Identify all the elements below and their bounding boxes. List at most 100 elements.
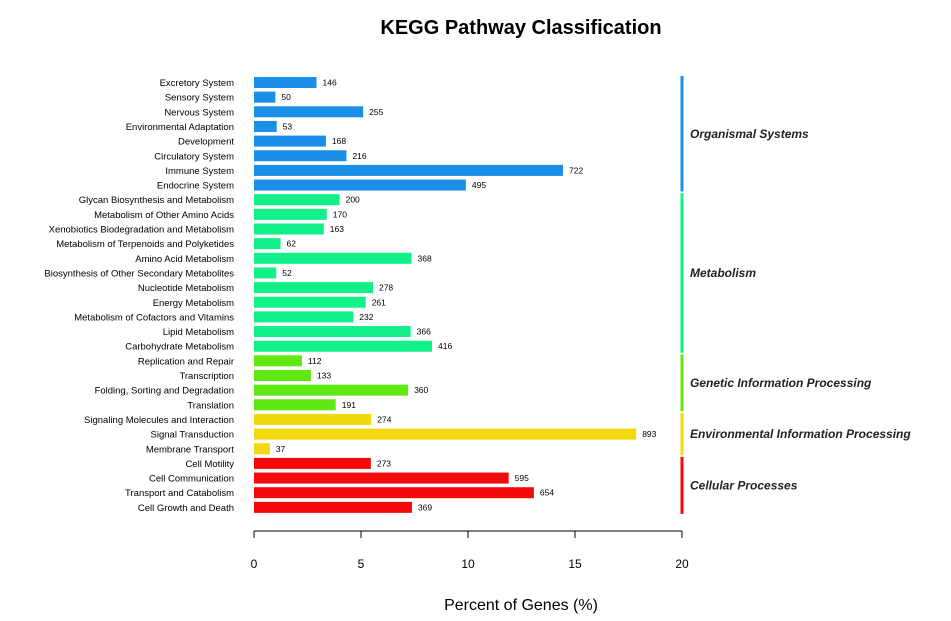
- bar: [254, 164, 564, 176]
- bar: [254, 340, 433, 352]
- bar: [254, 399, 336, 411]
- bar: [254, 457, 371, 469]
- data-label: 273: [377, 458, 391, 468]
- bar: [254, 487, 534, 499]
- bar: [254, 413, 372, 425]
- x-tick-label: 5: [358, 557, 365, 571]
- category-label: Carbohydrate Metabolism: [125, 342, 234, 353]
- data-label: 133: [317, 371, 331, 381]
- data-label: 416: [438, 341, 452, 351]
- bars-layer: [254, 77, 637, 513]
- data-label: 112: [308, 356, 322, 366]
- bar: [254, 282, 373, 294]
- data-label: 53: [283, 121, 293, 131]
- category-label: Metabolism of Cofactors and Vitamins: [74, 312, 234, 323]
- data-label: 595: [515, 473, 529, 483]
- data-label: 191: [342, 400, 356, 410]
- bar: [254, 208, 327, 220]
- category-label: Signal Transduction: [151, 430, 234, 441]
- category-label: Glycan Biosynthesis and Metabolism: [79, 195, 234, 206]
- category-label: Cell Growth and Death: [138, 503, 234, 514]
- category-label: Nucleotide Metabolism: [138, 283, 234, 294]
- bar: [254, 355, 302, 367]
- x-tick-label: 15: [568, 557, 582, 571]
- data-label: 146: [322, 78, 336, 88]
- bar: [254, 296, 366, 308]
- category-label: Metabolism of Terpenoids and Polyketides: [56, 239, 234, 250]
- category-label: Excretory System: [160, 78, 235, 89]
- category-label: Xenobiotics Biodegradation and Metabolis…: [49, 225, 234, 236]
- bar: [254, 91, 276, 103]
- data-label: 893: [642, 429, 656, 439]
- category-label: Translation: [187, 400, 234, 411]
- x-tick-label: 0: [251, 557, 258, 571]
- data-label: 654: [540, 488, 554, 498]
- bar: [254, 267, 277, 279]
- bar: [254, 443, 270, 455]
- data-label: 368: [418, 253, 432, 263]
- data-label: 255: [369, 107, 383, 117]
- bar: [254, 252, 412, 264]
- data-label: 168: [332, 136, 346, 146]
- group-label: Environmental Information Processing: [690, 427, 911, 441]
- group-annotations: Organismal Systems Metabolism Genetic Info…: [680, 76, 911, 514]
- data-label: 369: [418, 502, 432, 512]
- data-label: 232: [359, 312, 373, 322]
- category-label: Endocrine System: [157, 181, 234, 192]
- x-tick-label: 10: [461, 557, 475, 571]
- data-label: 495: [472, 180, 486, 190]
- value-labels: 146 50 255 53 168 216 722 495 200 170 163 62 368 52 27…: [276, 78, 657, 513]
- bar: [254, 120, 277, 132]
- bar: [254, 370, 311, 381]
- data-label: 366: [417, 327, 431, 337]
- category-label: Folding, Sorting and Degradation: [95, 386, 234, 397]
- bar: [254, 179, 466, 191]
- data-label: 170: [333, 209, 347, 219]
- bar: [254, 428, 637, 440]
- category-label: Transcription: [179, 371, 234, 382]
- data-label: 62: [287, 239, 297, 249]
- group-label: Cellular Processes: [690, 478, 798, 492]
- data-label: 274: [377, 414, 391, 424]
- bar: [254, 223, 324, 235]
- bar: [254, 77, 317, 88]
- data-label: 200: [346, 195, 360, 205]
- bar: [254, 501, 412, 513]
- category-labels: Excretory System Sensory System Nervous Sy…: [44, 78, 234, 514]
- bar: [254, 384, 409, 396]
- category-label: Replication and Repair: [138, 356, 234, 367]
- x-axis-title: Percent of Genes (%): [444, 597, 598, 614]
- data-label: 216: [352, 151, 366, 161]
- group-label: Genetic Information Processing: [690, 376, 872, 390]
- category-label: Circulatory System: [154, 151, 234, 162]
- category-label: Signaling Molecules and Interaction: [84, 415, 234, 426]
- category-label: Biosynthesis of Other Secondary Metaboli…: [44, 268, 234, 279]
- category-label: Energy Metabolism: [153, 298, 234, 309]
- bar: [254, 194, 340, 206]
- data-label: 261: [372, 297, 386, 307]
- category-label: Cell Communication: [149, 474, 234, 485]
- data-label: 163: [330, 224, 344, 234]
- category-label: Sensory System: [165, 93, 234, 104]
- category-label: Membrane Transport: [146, 444, 235, 455]
- data-label: 37: [276, 444, 286, 454]
- x-axis: 0 5 10 15 20: [251, 530, 689, 571]
- bar: [254, 472, 509, 484]
- chart-title: KEGG Pathway Classification: [380, 17, 661, 39]
- category-label: Development: [178, 137, 234, 148]
- category-label: Immune System: [165, 166, 234, 177]
- group-label: Organismal Systems: [690, 127, 809, 141]
- bar: [254, 150, 347, 162]
- bar: [254, 326, 411, 338]
- category-label: Nervous System: [164, 107, 234, 118]
- category-label: Amino Acid Metabolism: [135, 254, 234, 265]
- data-label: 278: [379, 283, 393, 293]
- category-label: Lipid Metabolism: [163, 327, 234, 338]
- data-label: 50: [281, 92, 291, 102]
- bar: [254, 135, 326, 147]
- category-label: Environmental Adaptation: [126, 122, 234, 133]
- category-label: Cell Motility: [185, 459, 234, 470]
- bar: [254, 238, 281, 250]
- data-label: 52: [282, 268, 292, 278]
